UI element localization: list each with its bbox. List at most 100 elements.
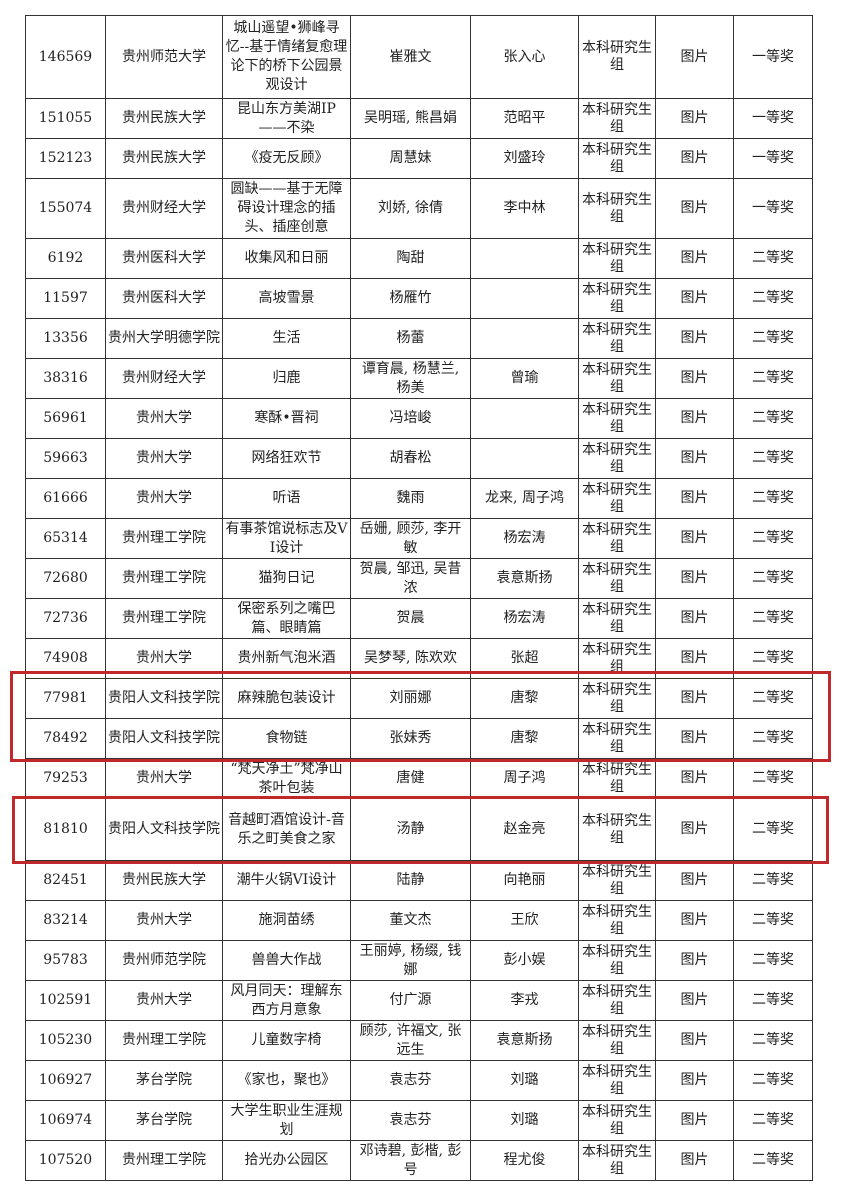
table-cell: 杨宏涛: [470, 598, 579, 639]
table-row: 79253 贵州大学 “梵天净土”梵净山茶叶包装 唐健 周子鸿 本科研究生组 图片 二等奖: [25, 758, 813, 799]
table-cell: 贵阳人文科技学院: [105, 798, 223, 861]
table-cell: 贵州医科大学: [105, 278, 223, 319]
table-cell: 程尤俊: [470, 1140, 579, 1181]
table-cell: 本科研究生组: [578, 278, 656, 319]
table-cell: 刘璐: [470, 1060, 579, 1101]
table-row: 105230 贵州理工学院 儿童数字椅 顾莎, 许福文, 张远生 袁意斯扬 本科研究生组图…: [25, 1020, 813, 1061]
table-cell: 图片: [655, 98, 734, 139]
table-cell: 袁意斯扬: [470, 558, 579, 599]
table-cell: 本科研究生组: [578, 358, 656, 399]
table-cell: 潮牛火锅VI设计: [222, 860, 351, 901]
table-row: 102591 贵州大学 风月同天：理解东西方月意象 付广源 李戎 本科研究生组 图片 二等奖: [25, 980, 813, 1021]
table-cell: 二等奖: [733, 238, 813, 279]
table-cell: 本科研究生组: [578, 900, 656, 941]
table-cell: 听语: [222, 478, 351, 519]
table-row: 82451 贵州民族大学 潮牛火锅VI设计 陆静 向艳丽 本科研究生组 图片 二等奖: [25, 860, 813, 901]
table-cell: 贵州理工学院: [105, 1140, 223, 1181]
table-cell: 城山遥望•狮峰寻忆--基于情绪复愈理论下的桥下公园景观设计: [222, 15, 351, 99]
table-cell: 本科研究生组: [578, 478, 656, 519]
table-cell: 本科研究生组: [578, 1100, 656, 1141]
table-cell: 本科研究生组: [578, 558, 656, 599]
table-cell: 贵州民族大学: [105, 98, 223, 139]
table-cell: 本科研究生组: [578, 1060, 656, 1101]
table-cell: 杨蕾: [350, 318, 471, 359]
table-cell: 贵州大学: [105, 398, 223, 439]
table-cell: 本科研究生组: [578, 398, 656, 439]
table-cell: 范昭平: [470, 98, 579, 139]
table-cell: 谭育晨, 杨慧兰, 杨美: [350, 358, 471, 399]
table-cell: [470, 318, 579, 359]
table-cell: 贵州理工学院: [105, 1020, 223, 1061]
table-cell: 图片: [655, 478, 734, 519]
table-cell: 贵阳人文科技学院: [105, 718, 223, 759]
table-row: 106927 茅台学院 《家也，聚也》 袁志芬 刘璐 本科研究生组 图片 二等奖: [25, 1060, 813, 1101]
table-cell: 本科研究生组: [578, 138, 656, 179]
table-cell: 图片: [655, 1100, 734, 1141]
table-row: 151055 贵州民族大学 昆山东方美湖IP——不染 吴明瑶, 熊昌娟 范昭平 本科研究生…: [25, 98, 813, 139]
table-cell: 贵州师范学院: [105, 940, 223, 981]
table-cell: 杨雁竹: [350, 278, 471, 319]
table-cell: 贵州医科大学: [105, 238, 223, 279]
table-cell: 13356: [25, 318, 106, 359]
table-cell: 寒酥•晋祠: [222, 398, 351, 439]
table-cell: 一等奖: [733, 138, 813, 179]
table-cell: 本科研究生组: [578, 438, 656, 479]
table-cell: 83214: [25, 900, 106, 941]
table-cell: 胡春松: [350, 438, 471, 479]
table-cell: 曾瑜: [470, 358, 579, 399]
table-cell: 大学生职业生涯规划: [222, 1100, 351, 1141]
table-cell: 施洞苗绣: [222, 900, 351, 941]
table-cell: 一等奖: [733, 15, 813, 99]
table-cell: 本科研究生组: [578, 980, 656, 1021]
table-cell: 本科研究生组: [578, 318, 656, 359]
table-cell: 图片: [655, 758, 734, 799]
table-cell: 贵州大学: [105, 478, 223, 519]
table-cell: 图片: [655, 178, 734, 239]
table-cell: 155074: [25, 178, 106, 239]
table-row: 146569 贵州师范大学 城山遥望•狮峰寻忆--基于情绪复愈理论下的桥下公园景观设…: [25, 15, 813, 99]
table-cell: 一等奖: [733, 98, 813, 139]
table-cell: 贺晨, 邹迅, 吴昔浓: [350, 558, 471, 599]
table-cell: 风月同天：理解东西方月意象: [222, 980, 351, 1021]
table-cell: 图片: [655, 518, 734, 559]
table-row: 155074 贵州财经大学 圆缺——基于无障碍设计理念的插头、插座创意 刘娇, 徐倩李…: [25, 178, 813, 239]
table-cell: 图片: [655, 980, 734, 1021]
table-cell: 二等奖: [733, 798, 813, 861]
table-row: 56961 贵州大学 寒酥•晋祠 冯培峻 本科研究生组 图片 二等奖: [25, 398, 813, 439]
table-cell: 二等奖: [733, 358, 813, 399]
table-cell: 本科研究生组: [578, 598, 656, 639]
table-cell: 本科研究生组: [578, 798, 656, 861]
table-row: 65314 贵州理工学院 有事茶馆说标志及VI设计 岳姗, 顾莎, 李开敏 杨宏涛 本科研…: [25, 518, 813, 559]
table-cell: 二等奖: [733, 678, 813, 719]
table-cell: 刘丽娜: [350, 678, 471, 719]
table-cell: 冯培峻: [350, 398, 471, 439]
table-cell: 本科研究生组: [578, 98, 656, 139]
table-cell: 贺晨: [350, 598, 471, 639]
table-cell: 本科研究生组: [578, 178, 656, 239]
table-cell: 刘璐: [470, 1100, 579, 1141]
table-cell: 72680: [25, 558, 106, 599]
table-cell: 袁意斯扬: [470, 1020, 579, 1061]
table-cell: 二等奖: [733, 1060, 813, 1101]
table-cell: 本科研究生组: [578, 940, 656, 981]
table-cell: 79253: [25, 758, 106, 799]
table-cell: 麻辣脆包装设计: [222, 678, 351, 719]
table-cell: 152123: [25, 138, 106, 179]
table-cell: 唐黎: [470, 718, 579, 759]
table-cell: 图片: [655, 1140, 734, 1181]
table-cell: 向艳丽: [470, 860, 579, 901]
table-cell: 收集风和日丽: [222, 238, 351, 279]
table-cell: 周慧妹: [350, 138, 471, 179]
table-cell: 陆静: [350, 860, 471, 901]
highlight-box: [12, 796, 829, 864]
table-cell: 二等奖: [733, 940, 813, 981]
award-table: 146569 贵州师范大学 城山遥望•狮峰寻忆--基于情绪复愈理论下的桥下公园景观设…: [25, 15, 813, 1181]
table-row: 61666 贵州大学 听语 魏雨 龙来, 周子鸿 本科研究生组 图片 二等奖: [25, 478, 813, 519]
table-cell: 猫狗日记: [222, 558, 351, 599]
table-cell: 刘娇, 徐倩: [350, 178, 471, 239]
table-cell: 贵州大学: [105, 980, 223, 1021]
table-cell: 张入心: [470, 15, 579, 99]
table-cell: 魏雨: [350, 478, 471, 519]
table-cell: 二等奖: [733, 1020, 813, 1061]
table-cell: 二等奖: [733, 1100, 813, 1141]
